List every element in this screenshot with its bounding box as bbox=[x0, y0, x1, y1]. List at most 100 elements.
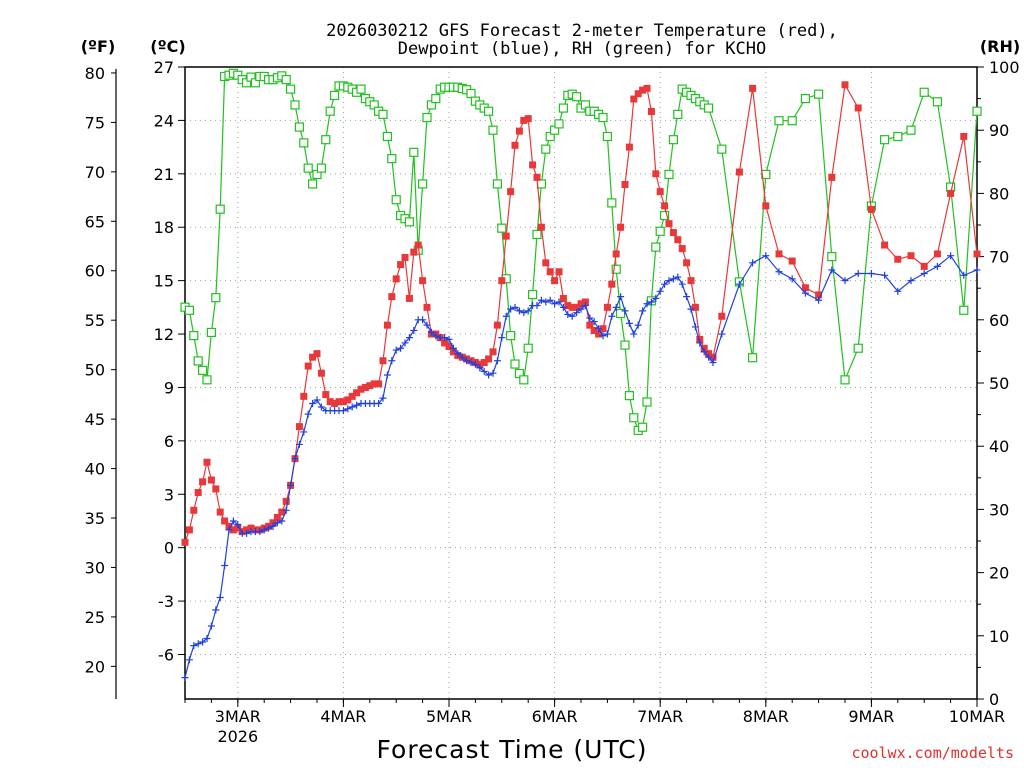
temperature-point bbox=[515, 127, 523, 135]
dewpoint-point bbox=[309, 399, 317, 407]
celsius-tick-label: 24 bbox=[154, 111, 174, 130]
temperature-point bbox=[181, 538, 189, 546]
dewpoint-point bbox=[278, 517, 286, 525]
dewpoint-point bbox=[388, 357, 396, 365]
x-tick-label: 10MAR bbox=[949, 707, 1005, 726]
dewpoint-point bbox=[674, 273, 682, 281]
dewpoint-point bbox=[551, 300, 559, 308]
rh-tick-label: 20 bbox=[989, 564, 1009, 583]
rh-point bbox=[404, 217, 414, 227]
dewpoint-point bbox=[661, 280, 669, 288]
x-tick-label: 6MAR bbox=[532, 707, 578, 726]
temperature-point bbox=[203, 458, 211, 466]
temperature-point bbox=[920, 262, 928, 270]
dewpoint-point bbox=[533, 302, 541, 310]
temperature-point bbox=[947, 189, 955, 197]
temperature-point bbox=[229, 526, 237, 534]
dewpoint-point bbox=[339, 407, 347, 415]
dewpoint-point bbox=[397, 344, 405, 352]
temperature-point bbox=[529, 161, 537, 169]
fahrenheit-tick-label: 50 bbox=[85, 361, 105, 380]
rh-point bbox=[286, 84, 296, 94]
temperature-point bbox=[317, 369, 325, 377]
dewpoint-point bbox=[265, 524, 273, 532]
dewpoint-point bbox=[595, 325, 603, 333]
temperature-point bbox=[445, 343, 453, 351]
celsius-tick-label: 6 bbox=[164, 432, 174, 451]
x-tick-label: 4MAR bbox=[320, 707, 366, 726]
dewpoint-point bbox=[423, 321, 431, 329]
rh-point bbox=[281, 75, 291, 85]
temperature-point bbox=[801, 284, 809, 292]
dewpoint-point bbox=[507, 305, 515, 313]
temperature-point bbox=[212, 485, 220, 493]
dewpoint-point bbox=[854, 270, 862, 278]
dewpoint-point bbox=[687, 305, 695, 313]
temperature-point bbox=[643, 84, 651, 92]
dewpoint-point bbox=[705, 353, 713, 361]
rh-point bbox=[378, 109, 388, 120]
rh-point bbox=[959, 305, 969, 315]
dewpoint-point bbox=[493, 357, 501, 365]
dewpoint-point bbox=[960, 271, 968, 279]
temperature-point bbox=[388, 293, 396, 301]
rh-point bbox=[299, 138, 309, 148]
temperature-point bbox=[634, 90, 642, 98]
dewpoint-point bbox=[546, 296, 554, 304]
temperature-point bbox=[383, 321, 391, 329]
celsius-tick-label: 3 bbox=[164, 485, 174, 504]
rh-point bbox=[466, 88, 476, 99]
rh-point bbox=[387, 154, 397, 164]
rh-tick-label: 60 bbox=[989, 311, 1009, 330]
rh-point bbox=[659, 210, 670, 221]
dewpoint-point bbox=[405, 334, 413, 342]
temperature-point bbox=[282, 497, 290, 505]
temperature-point bbox=[907, 252, 915, 260]
dewpoint-point bbox=[344, 405, 352, 413]
dewpoint-point bbox=[181, 674, 189, 682]
fahrenheit-tick-label: 75 bbox=[85, 113, 105, 132]
temperature-point bbox=[573, 303, 581, 311]
dewpoint-point bbox=[304, 410, 312, 418]
dewpoint-point bbox=[419, 316, 427, 324]
credit-link[interactable]: coolwx.com/modelts bbox=[851, 744, 1014, 762]
rh-point bbox=[409, 147, 419, 157]
rh-point bbox=[554, 119, 564, 129]
rh-point bbox=[906, 125, 916, 135]
temperature-series bbox=[181, 81, 981, 546]
rh-point bbox=[703, 103, 714, 113]
rh-point bbox=[184, 305, 194, 315]
temperature-point bbox=[652, 170, 660, 178]
temperature-point bbox=[269, 519, 277, 527]
rh-point bbox=[673, 109, 683, 120]
rh-tick-label: 80 bbox=[989, 184, 1009, 203]
temperature-point bbox=[700, 344, 708, 352]
dewpoint-point bbox=[537, 296, 545, 304]
dewpoint-point bbox=[665, 277, 673, 285]
temperature-point bbox=[735, 168, 743, 176]
temperature-point bbox=[665, 220, 673, 228]
rh-tick-label: 10 bbox=[989, 627, 1009, 646]
rh-point bbox=[717, 144, 727, 154]
dewpoint-point bbox=[287, 481, 295, 489]
dewpoint-point bbox=[617, 293, 625, 301]
temperature-line bbox=[184, 82, 978, 543]
temperature-point bbox=[335, 398, 343, 406]
rh-point bbox=[879, 135, 890, 145]
temperature-point bbox=[322, 391, 330, 399]
temperature-point bbox=[687, 277, 695, 285]
x-tick-label: 9MAR bbox=[848, 707, 894, 726]
rh-point bbox=[294, 122, 304, 132]
dewpoint-point bbox=[467, 359, 475, 367]
fahrenheit-tick-label: 40 bbox=[85, 460, 105, 479]
dewpoint-point bbox=[542, 298, 550, 306]
dewpoint-point bbox=[678, 280, 686, 288]
fahrenheit-tick-label: 25 bbox=[85, 608, 105, 627]
dewpoint-point bbox=[718, 330, 726, 338]
temperature-point bbox=[401, 253, 409, 261]
dewpoint-point bbox=[643, 300, 651, 308]
temperature-point bbox=[313, 350, 321, 358]
dewpoint-point bbox=[216, 594, 224, 602]
x-tick-year: 2026 bbox=[217, 727, 258, 746]
temperature-point bbox=[273, 513, 281, 521]
